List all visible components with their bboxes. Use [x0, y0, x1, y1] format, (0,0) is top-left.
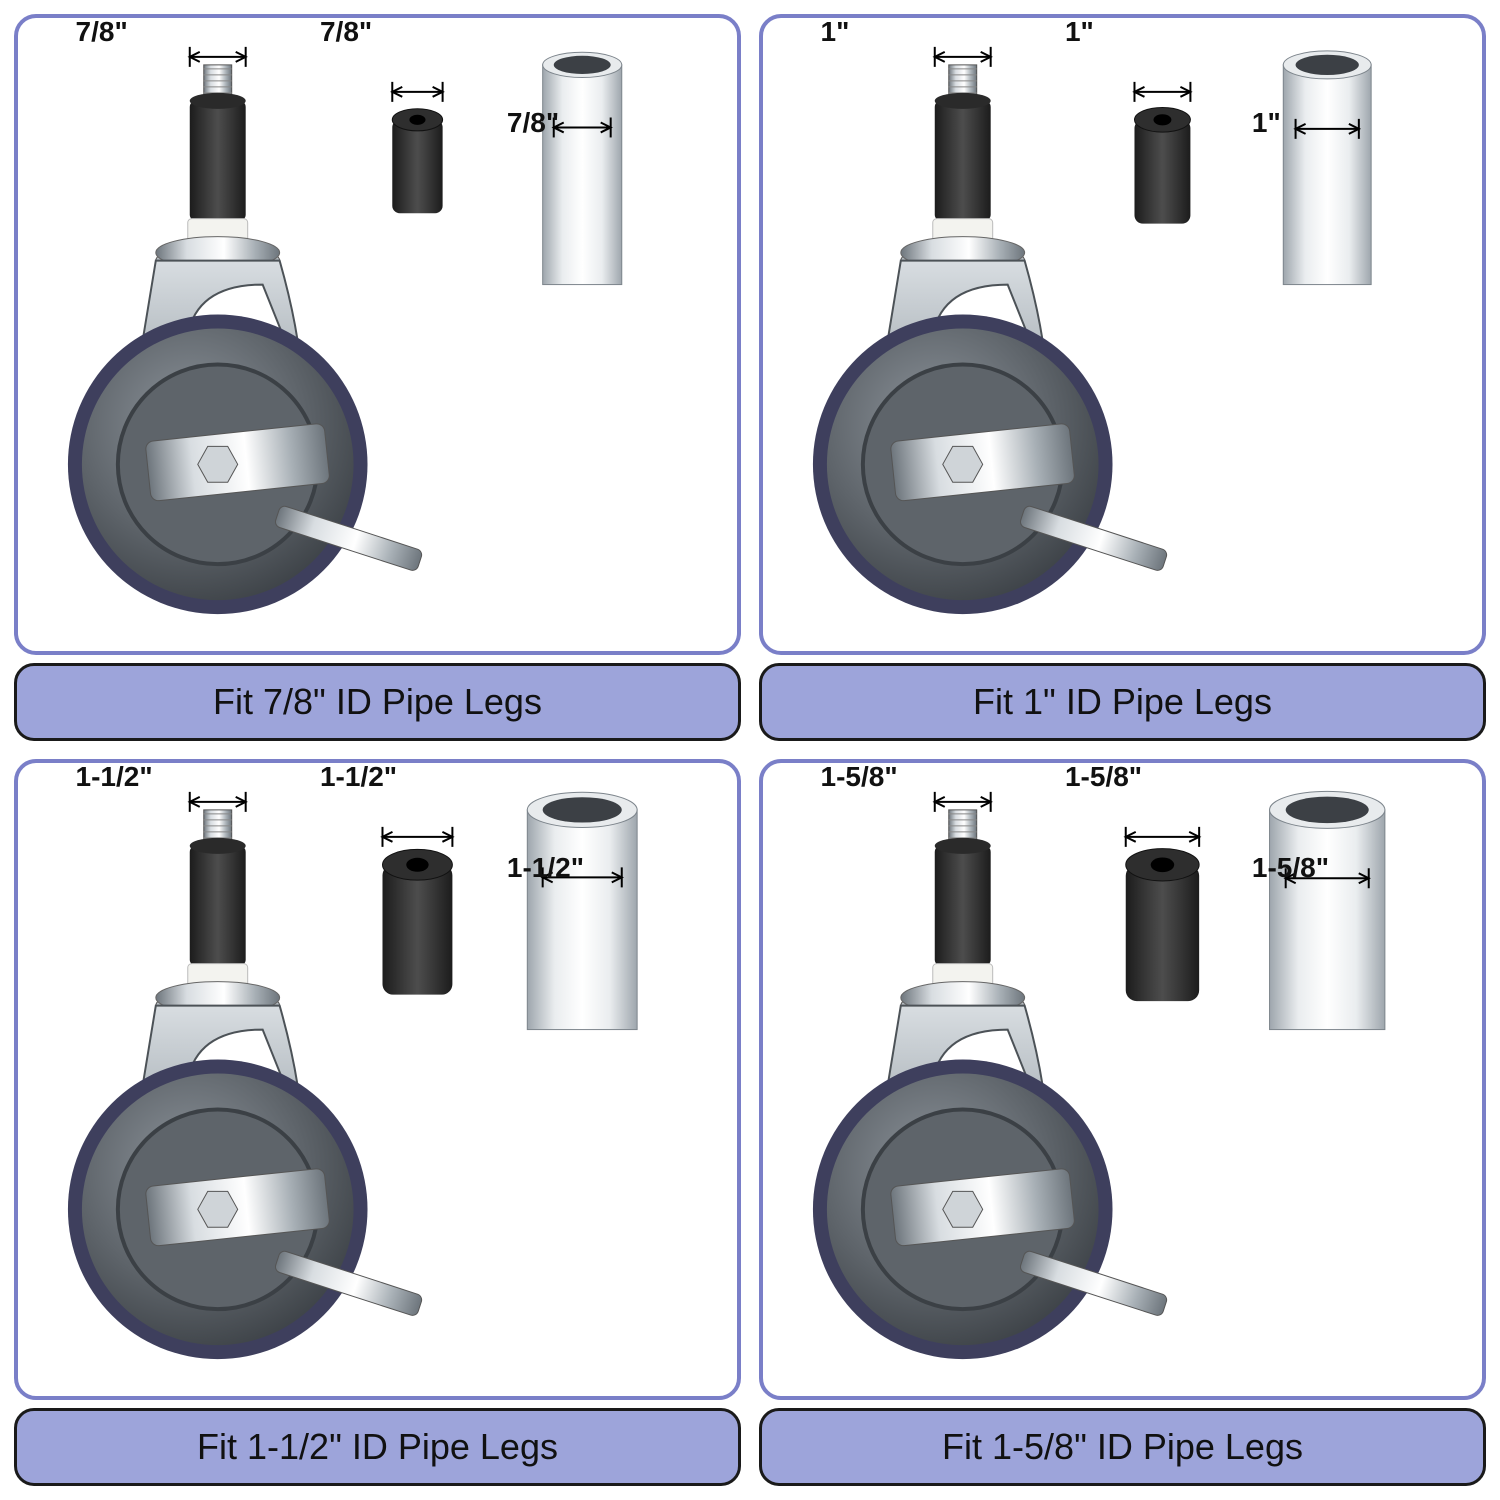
variant-caption: Fit 7/8" ID Pipe Legs: [14, 663, 741, 741]
sleeve-dimension: 1-5/8": [1065, 761, 1142, 793]
sleeve-dimension: 7/8": [320, 16, 372, 48]
pipe-dimension: 1-1/2": [507, 852, 584, 884]
sleeve-dimension: 1": [1065, 16, 1094, 48]
pipe-dimension: 7/8": [507, 107, 559, 139]
variant-cell: 7/8" 7/8" 7/8" Fit 7/8" ID Pipe Legs: [14, 14, 741, 741]
caster-illustration: [18, 763, 737, 1396]
variant-cell: 1" 1" 1" Fit 1" ID Pipe Legs: [759, 14, 1486, 741]
stem-dimension: 7/8": [76, 16, 128, 48]
stem-dimension: 1": [821, 16, 850, 48]
variant-cell: 1-1/2" 1-1/2" 1-1/2" Fit 1-1/2" ID Pipe …: [14, 759, 741, 1486]
stem-dimension: 1-1/2": [76, 761, 153, 793]
variant-panel: 7/8" 7/8" 7/8": [14, 14, 741, 655]
pipe-dimension: 1-5/8": [1252, 852, 1329, 884]
caster-illustration: [18, 18, 737, 651]
variant-caption: Fit 1-5/8" ID Pipe Legs: [759, 1408, 1486, 1486]
caster-illustration: [763, 763, 1482, 1396]
variant-caption: Fit 1-1/2" ID Pipe Legs: [14, 1408, 741, 1486]
variant-panel: 1-1/2" 1-1/2" 1-1/2": [14, 759, 741, 1400]
pipe-dimension: 1": [1252, 107, 1281, 139]
stem-dimension: 1-5/8": [821, 761, 898, 793]
sleeve-dimension: 1-1/2": [320, 761, 397, 793]
caster-illustration: [763, 18, 1482, 651]
variant-caption: Fit 1" ID Pipe Legs: [759, 663, 1486, 741]
variant-cell: 1-5/8" 1-5/8" 1-5/8" Fit 1-5/8" ID Pipe …: [759, 759, 1486, 1486]
variant-panel: 1-5/8" 1-5/8" 1-5/8": [759, 759, 1486, 1400]
variant-panel: 1" 1" 1": [759, 14, 1486, 655]
